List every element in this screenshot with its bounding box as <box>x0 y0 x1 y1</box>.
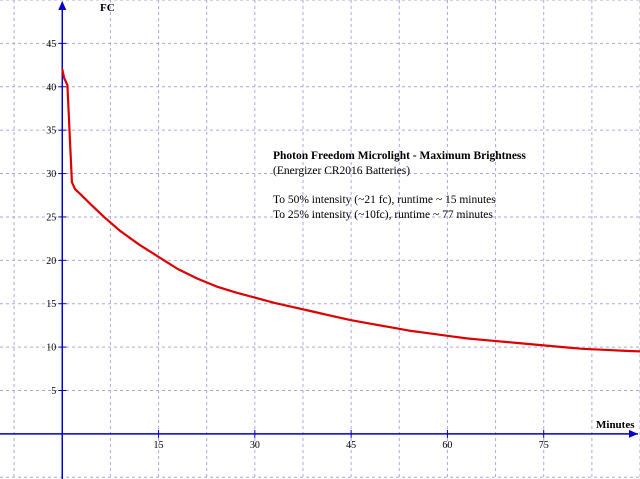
y-tick-label: 40 <box>46 82 56 93</box>
y-axis-label: FC <box>100 2 115 14</box>
y-axis-arrow <box>58 1 67 10</box>
tick-labels: 5 10 15 20 25 30 35 40 45 15 30 45 60 75 <box>46 39 548 451</box>
annotation-title: Photon Freedom Microlight - Maximum Brig… <box>273 150 526 162</box>
annotation-subtitle: (Energizer CR2016 Batteries) <box>273 165 411 177</box>
series-group <box>61 68 640 353</box>
y-tick-label: 5 <box>51 386 56 397</box>
brightness-line <box>61 68 640 353</box>
x-tick-label: 60 <box>442 440 452 451</box>
annotation-line-2: To 25% intensity (~10fc), runtime ~ 77 m… <box>273 209 493 221</box>
y-tick-label: 15 <box>46 299 56 310</box>
y-tick-label: 20 <box>46 256 56 267</box>
x-axis-label: Minutes <box>596 419 635 431</box>
y-tick-label: 25 <box>46 212 56 223</box>
y-tick-label: 35 <box>46 126 56 137</box>
y-tick-label: 10 <box>46 343 56 354</box>
chart-annotation: Photon Freedom Microlight - Maximum Brig… <box>273 149 526 223</box>
x-tick-label: 45 <box>346 440 356 451</box>
x-axis-arrow <box>629 429 638 438</box>
y-tick-label: 30 <box>46 169 56 180</box>
x-tick-label: 75 <box>539 440 549 451</box>
annotation-line-1: To 50% intensity (~21 fc), runtime ~ 15 … <box>273 194 496 206</box>
y-tick-label: 45 <box>46 39 56 50</box>
x-tick-label: 30 <box>250 440 260 451</box>
x-tick-label: 15 <box>154 440 164 451</box>
